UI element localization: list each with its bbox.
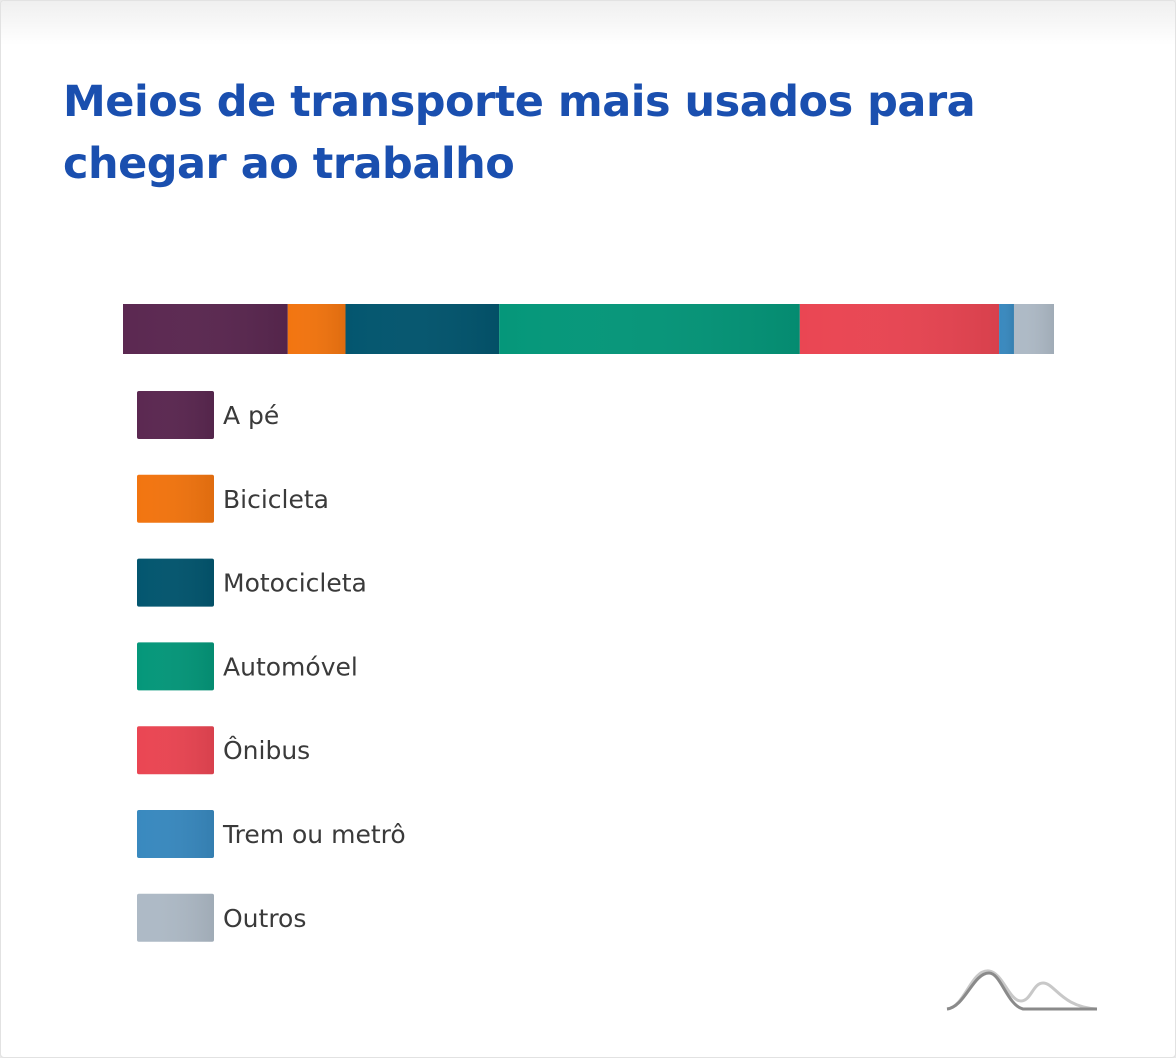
bar-segment-automovel[interactable] — [499, 304, 800, 354]
bar-segment-bicicleta[interactable] — [287, 304, 346, 354]
legend-swatch-shade — [137, 726, 214, 775]
bar-segment-outros[interactable] — [1013, 304, 1054, 354]
legend-swatch-shade — [137, 391, 214, 439]
legend-swatch-shade — [137, 810, 214, 858]
legend-swatch-shade — [137, 642, 214, 691]
stacked-bar — [123, 304, 1054, 354]
stacked-bar-chart: A pé Bicicleta Motocicleta Automóvel Ônibus T… — [123, 304, 1054, 942]
legend-swatch-shade — [137, 558, 214, 607]
legend-label-automovel: Automóvel — [223, 652, 358, 681]
legend-label-onibus: Ônibus — [223, 735, 310, 765]
mountain-curve-logo-icon — [946, 969, 1098, 1011]
bar-segment-trem-ou-metro[interactable] — [999, 304, 1014, 354]
bar-segment-motocicleta[interactable] — [345, 304, 500, 354]
legend: A pé Bicicleta Motocicleta Automóvel Ônibus T… — [137, 391, 406, 942]
legend-label-a-pe: A pé — [223, 401, 279, 430]
bar-segment-onibus[interactable] — [799, 304, 1000, 354]
legend-label-outros: Outros — [223, 904, 306, 933]
legend-swatch-shade — [137, 474, 214, 523]
legend-label-trem-ou-metro: Trem ou metrô — [222, 820, 406, 849]
legend-label-motocicleta: Motocicleta — [223, 569, 367, 598]
bar-segment-a-pe[interactable] — [123, 304, 288, 354]
legend-label-bicicleta: Bicicleta — [223, 485, 329, 514]
card-top-shadow — [1, 1, 1175, 45]
chart-title: Meios de transporte mais usados para che… — [63, 77, 976, 189]
legend-swatch-shade — [137, 893, 214, 942]
